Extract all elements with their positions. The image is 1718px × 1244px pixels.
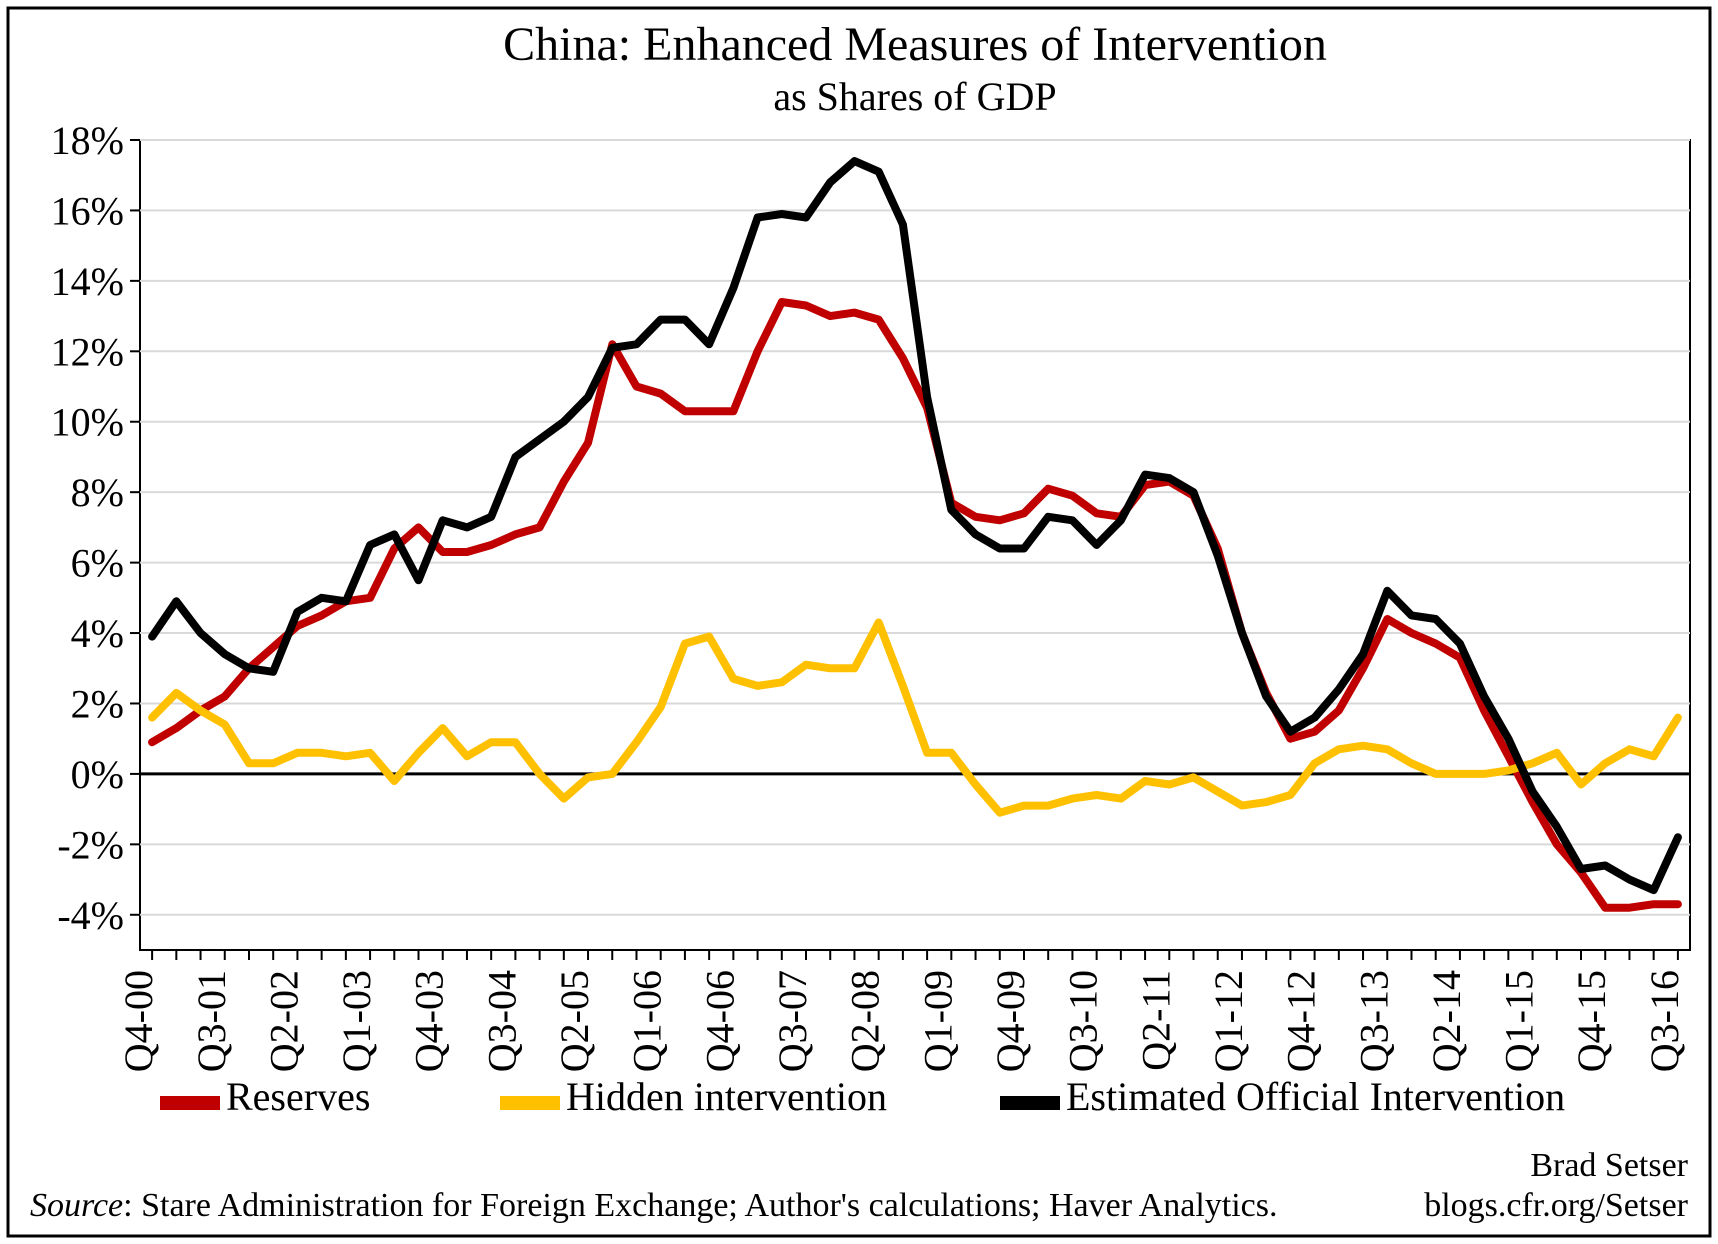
y-tick-label: 14%: [51, 259, 124, 304]
series-official: [152, 161, 1678, 890]
x-tick-label: Q1-03: [334, 970, 379, 1072]
x-tick-label: Q3-16: [1642, 970, 1687, 1072]
y-tick-label: 12%: [51, 329, 124, 374]
y-tick-label: 16%: [51, 188, 124, 233]
y-tick-label: 4%: [71, 611, 124, 656]
x-tick-label: Q1-12: [1206, 970, 1251, 1072]
legend-swatch-hidden: [500, 1096, 560, 1110]
legend-label-hidden: Hidden intervention: [566, 1074, 887, 1119]
legend-swatch-official: [1000, 1096, 1060, 1110]
x-tick-label: Q2-14: [1424, 970, 1469, 1072]
x-tick-label: Q1-09: [915, 970, 960, 1072]
y-tick-label: -4%: [57, 893, 124, 938]
source-line: Source: Stare Administration for Foreign…: [30, 1187, 1277, 1224]
x-tick-label: Q1-06: [625, 970, 670, 1072]
series-reserves: [152, 302, 1678, 908]
y-tick-label: 8%: [71, 470, 124, 515]
chart-subtitle: as Shares of GDP: [773, 74, 1056, 119]
x-tick-label: Q4-06: [697, 970, 742, 1072]
x-tick-label: Q2-11: [1133, 970, 1178, 1071]
x-tick-label: Q3-13: [1351, 970, 1396, 1072]
chart-svg: China: Enhanced Measures of Intervention…: [0, 0, 1718, 1244]
chart-container: China: Enhanced Measures of Intervention…: [0, 0, 1718, 1244]
x-tick-label: Q4-00: [116, 970, 161, 1072]
y-tick-label: 6%: [71, 541, 124, 586]
x-tick-label: Q4-12: [1279, 970, 1324, 1072]
x-tick-label: Q3-04: [479, 970, 524, 1072]
x-tick-label: Q2-05: [552, 970, 597, 1072]
y-tick-label: -2%: [57, 822, 124, 867]
x-tick-label: Q3-07: [770, 970, 815, 1072]
x-tick-label: Q4-03: [407, 970, 452, 1072]
y-tick-label: 0%: [71, 752, 124, 797]
legend-label-reserves: Reserves: [226, 1074, 370, 1119]
x-tick-label: Q4-09: [988, 970, 1033, 1072]
x-tick-label: Q4-15: [1569, 970, 1614, 1072]
x-tick-label: Q2-08: [843, 970, 888, 1072]
y-tick-label: 18%: [51, 118, 124, 163]
x-tick-label: Q1-15: [1497, 970, 1542, 1072]
legend-label-official: Estimated Official Intervention: [1066, 1074, 1565, 1119]
x-tick-label: Q3-01: [189, 970, 234, 1072]
source-label: Source: [30, 1187, 123, 1224]
y-tick-label: 2%: [71, 681, 124, 726]
legend-swatch-reserves: [160, 1096, 220, 1110]
source-text: : Stare Administration for Foreign Excha…: [123, 1187, 1277, 1224]
x-tick-label: Q3-10: [1061, 970, 1106, 1072]
y-tick-label: 10%: [51, 400, 124, 445]
blog-url: blogs.cfr.org/Setser: [1424, 1187, 1688, 1224]
author-name: Brad Setser: [1530, 1147, 1688, 1184]
chart-title: China: Enhanced Measures of Intervention: [503, 18, 1327, 71]
x-tick-label: Q2-02: [261, 970, 306, 1072]
